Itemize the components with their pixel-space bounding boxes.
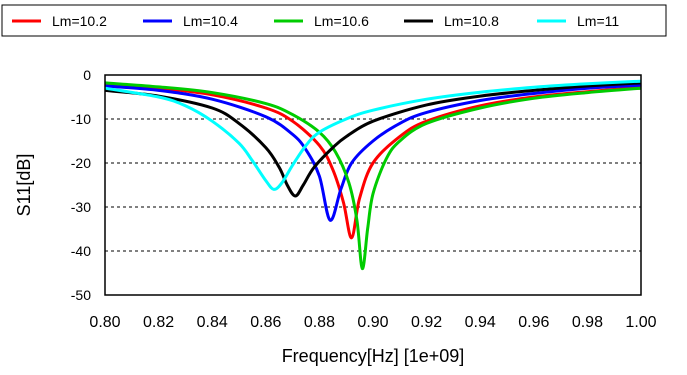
legend-label-0: Lm=10.2 [52, 13, 107, 29]
y-axis-label: S11[dB] [14, 154, 34, 217]
series-line-0 [104, 82, 642, 240]
x-tick-label: 0.84 [197, 314, 228, 331]
x-tick-label: 0.86 [250, 314, 281, 331]
legend-label-2: Lm=10.6 [314, 13, 369, 29]
x-tick-label: 0.80 [89, 314, 120, 331]
series-line-2 [104, 81, 642, 271]
y-tick-label: -20 [71, 155, 91, 171]
legend-label-1: Lm=10.4 [183, 13, 238, 29]
y-tick-label: 0 [83, 67, 91, 83]
x-tick-label: 0.82 [143, 314, 174, 331]
y-ticks: 0 -10 -20 -30 -40 -50 [71, 67, 91, 303]
y-tick-label: -30 [71, 199, 91, 215]
legend-label-4: Lm=11 [577, 13, 619, 29]
legend-items: Lm=10.2 Lm=10.4 Lm=10.6 Lm=10.8 Lm=11 [12, 13, 619, 29]
y-tick-label: -10 [71, 111, 91, 127]
x-tick-label: 0.94 [465, 314, 496, 331]
grid [105, 118, 641, 252]
legend-label-3: Lm=10.8 [444, 13, 499, 29]
series-line-1 [104, 83, 642, 222]
x-tick-label: 0.88 [304, 314, 335, 331]
legend: Lm=10.2 Lm=10.4 Lm=10.6 Lm=10.8 Lm=11 [1, 4, 667, 37]
series-line-4 [104, 79, 642, 191]
y-tick-label: -40 [71, 243, 91, 259]
series-line-3 [104, 81, 642, 198]
x-tick-label: 1.00 [625, 314, 656, 331]
x-tick-label: 0.98 [572, 314, 603, 331]
y-tick-label: -50 [71, 287, 91, 303]
x-axis-label: Frequency[Hz] [1e+09] [282, 346, 465, 366]
plot-frame [104, 74, 642, 296]
x-tick-label: 0.96 [518, 314, 549, 331]
x-ticks: 0.80 0.82 0.84 0.86 0.88 0.90 0.92 0.94 0.96 0.98… [89, 314, 656, 331]
x-tick-label: 0.90 [357, 314, 388, 331]
series-layer [104, 79, 642, 271]
x-tick-label: 0.92 [411, 314, 442, 331]
